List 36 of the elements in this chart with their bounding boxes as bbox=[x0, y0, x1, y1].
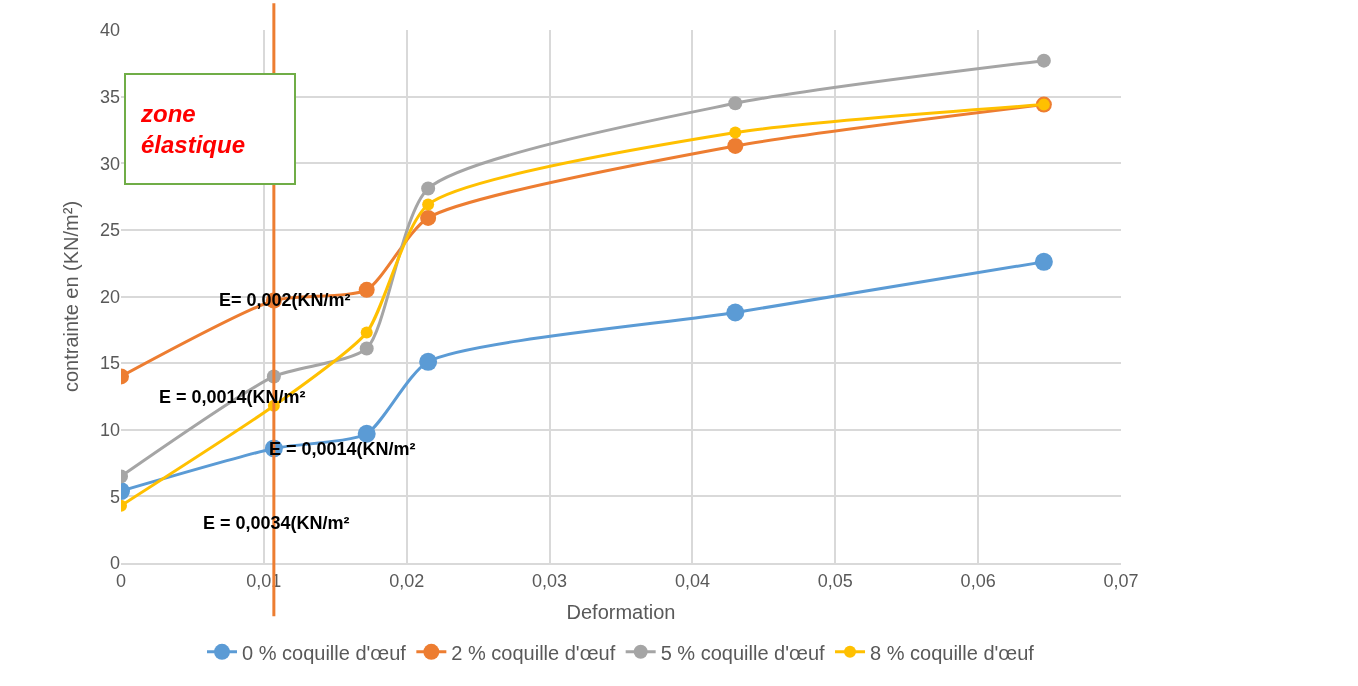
x-tick-label: 0,02 bbox=[389, 570, 425, 591]
legend-label: 0 % coquille d'œuf bbox=[242, 641, 407, 664]
y-tick-label: 15 bbox=[99, 353, 120, 374]
point bbox=[357, 424, 376, 443]
x-tick-label: 0,05 bbox=[817, 570, 853, 591]
point bbox=[726, 303, 745, 322]
y-tick-label: 0 bbox=[109, 553, 120, 574]
y-tick-label: 30 bbox=[99, 153, 120, 174]
point bbox=[359, 341, 374, 356]
legend-label: 8 % coquille d'œuf bbox=[870, 641, 1035, 664]
point bbox=[360, 326, 373, 339]
point bbox=[421, 181, 436, 196]
point bbox=[358, 281, 375, 298]
point bbox=[728, 96, 743, 111]
y-tick-label: 35 bbox=[99, 86, 120, 107]
y-axis-title: contrainte en (KN/m²) bbox=[60, 200, 83, 393]
x-axis-title: Deformation bbox=[566, 600, 676, 623]
annotation: zone élastique bbox=[140, 99, 246, 159]
point bbox=[422, 198, 435, 211]
point bbox=[1036, 53, 1051, 68]
y-tick-label: 10 bbox=[99, 420, 120, 441]
legend-label: 5 % coquille d'œuf bbox=[660, 641, 826, 664]
y-tick-label: 40 bbox=[99, 20, 120, 41]
y-tick-label: 20 bbox=[99, 286, 120, 307]
point bbox=[420, 209, 437, 226]
x-tick-label: 0,04 bbox=[674, 570, 710, 591]
x-tick-label: 0,07 bbox=[1103, 570, 1139, 591]
point bbox=[419, 352, 438, 371]
x-tick-label: 0,06 bbox=[960, 570, 996, 591]
y-tick-label: 25 bbox=[99, 220, 120, 241]
point bbox=[729, 126, 742, 139]
y-tick-label: 5 bbox=[109, 486, 120, 507]
legend-label: 2 % coquille d'œuf bbox=[451, 641, 616, 664]
point bbox=[727, 137, 744, 154]
point bbox=[1034, 252, 1053, 271]
x-tick-label: 0,03 bbox=[532, 570, 568, 591]
